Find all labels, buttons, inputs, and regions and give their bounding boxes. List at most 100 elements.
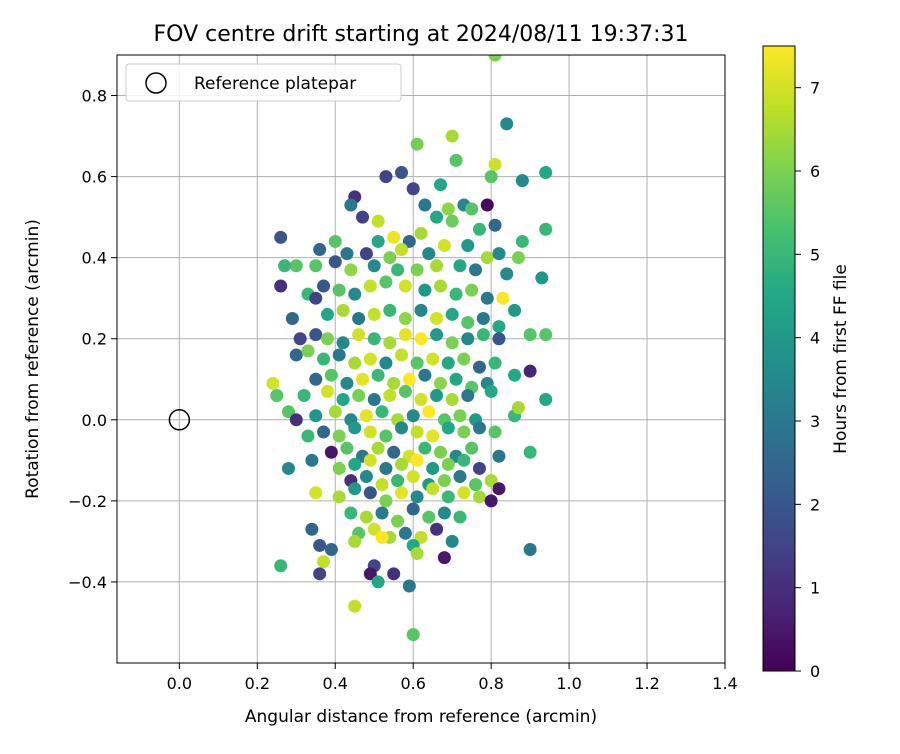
legend-label: Reference platepar [194, 74, 356, 94]
data-point [348, 457, 362, 471]
data-point [469, 263, 483, 277]
data-point [285, 311, 299, 325]
legend-marker-icon [145, 72, 167, 94]
data-point [356, 210, 370, 224]
data-point [449, 372, 463, 386]
x-tick-label: 1.0 [556, 674, 581, 693]
data-point [422, 510, 436, 524]
data-point [457, 425, 471, 439]
data-point [449, 287, 463, 301]
data-point [375, 530, 389, 544]
data-point [488, 425, 502, 439]
data-point [317, 425, 331, 439]
legend-box [125, 63, 402, 102]
data-point [484, 494, 498, 508]
data-point [375, 506, 389, 520]
data-point [492, 332, 506, 346]
data-point [406, 470, 420, 484]
colorbar-tick-label: 1 [810, 579, 820, 598]
data-point [418, 283, 432, 297]
data-point [391, 514, 405, 528]
chart-title: FOV centre drift starting at 2024/08/11 … [154, 22, 689, 47]
data-point [418, 441, 432, 455]
data-point [274, 279, 288, 293]
data-point [340, 376, 354, 390]
data-point [430, 388, 444, 402]
colorbar-gradient [762, 45, 796, 672]
data-point [383, 336, 397, 350]
data-point [328, 405, 342, 419]
data-point [317, 279, 331, 293]
data-point [398, 279, 412, 293]
data-point [309, 486, 323, 500]
data-point [472, 461, 486, 475]
data-point [332, 461, 346, 475]
data-point [422, 405, 436, 419]
data-point [313, 538, 327, 552]
data-point [472, 222, 486, 236]
data-point [453, 470, 467, 484]
data-point [274, 559, 288, 573]
data-point [406, 502, 420, 516]
data-point [293, 332, 307, 346]
data-point [480, 198, 494, 212]
data-point [457, 352, 471, 366]
data-point [363, 425, 377, 439]
colorbar-tick-label: 3 [810, 412, 820, 431]
data-point [500, 117, 514, 131]
y-tick-label: 0.0 [82, 411, 107, 430]
data-point [492, 482, 506, 496]
data-point [387, 445, 401, 459]
data-point [371, 441, 385, 455]
data-point [313, 567, 327, 581]
data-point [387, 376, 401, 390]
data-point [363, 567, 377, 581]
data-point [410, 453, 424, 467]
data-point [508, 303, 522, 317]
data-point [387, 567, 401, 581]
x-tick-label: 0.4 [323, 674, 348, 693]
data-point [441, 202, 455, 216]
data-point [488, 218, 502, 232]
data-point [363, 352, 377, 366]
x-tick-label: 1.4 [712, 674, 737, 693]
data-point [367, 332, 381, 346]
data-point [317, 555, 331, 569]
data-point [336, 336, 350, 350]
data-point [492, 320, 506, 334]
data-point [406, 409, 420, 423]
data-point [457, 453, 471, 467]
data-point [430, 210, 444, 224]
data-point [445, 214, 459, 228]
data-point [379, 461, 393, 475]
data-point [402, 579, 416, 593]
colorbar-tick-label: 7 [810, 79, 820, 98]
data-point [348, 599, 362, 613]
data-point [441, 457, 455, 471]
data-point [523, 328, 537, 342]
data-point [484, 384, 498, 398]
colorbar-tick-label: 5 [810, 245, 820, 264]
data-point [309, 328, 323, 342]
data-point [418, 198, 432, 212]
x-tick-label: 0.2 [245, 674, 270, 693]
data-point [433, 178, 447, 192]
data-point [363, 486, 377, 500]
data-point [410, 490, 424, 504]
data-point [461, 388, 475, 402]
data-point [344, 263, 358, 277]
data-point [433, 445, 447, 459]
data-point [437, 239, 451, 253]
plot-frame [116, 54, 726, 664]
data-point [379, 494, 393, 508]
y-tick-label: 0.6 [82, 168, 107, 187]
data-point [418, 368, 432, 382]
data-point [472, 360, 486, 374]
y-axis-label: Rotation from reference (arcmin) [23, 219, 43, 499]
data-point [332, 283, 346, 297]
data-point [309, 291, 323, 305]
data-point [398, 384, 412, 398]
x-tick-label: 0.6 [400, 674, 425, 693]
data-point [359, 470, 373, 484]
